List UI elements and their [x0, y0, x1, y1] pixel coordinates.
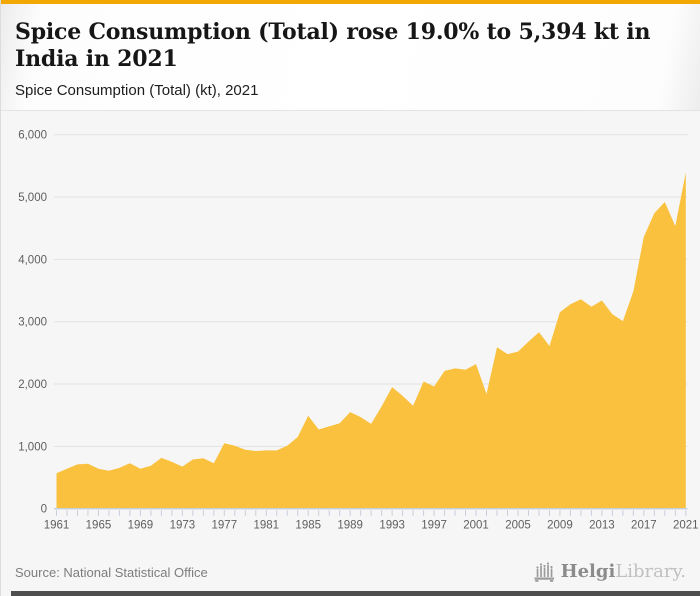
x-tick-label: 1997	[421, 519, 447, 531]
x-tick-label: 1985	[295, 519, 321, 531]
y-tick-label: 6,000	[18, 129, 47, 141]
y-tick-label: 1,000	[18, 441, 47, 453]
x-tick-label: 1965	[86, 519, 112, 531]
x-tick-label: 1981	[253, 519, 279, 531]
y-tick-label: 2,000	[18, 379, 47, 391]
x-tick-label: 2021	[673, 519, 699, 531]
y-tick-label: 3,000	[18, 316, 47, 328]
chart-subtitle: Spice Consumption (Total) (kt), 2021	[15, 81, 259, 99]
helgi-logo-text: HelgiLibrary.	[561, 563, 686, 581]
x-tick-label: 2009	[547, 519, 573, 531]
x-tick-label: 2001	[463, 519, 489, 531]
area-series	[56, 172, 686, 509]
x-tick-label: 1993	[379, 519, 405, 531]
x-tick-label: 2017	[631, 519, 657, 531]
x-tick-label: 1969	[128, 519, 154, 531]
x-tick-label: 1989	[337, 519, 363, 531]
x-tick-label: 1977	[212, 519, 238, 531]
page-title: Spice Consumption (Total) rose 19.0% to …	[15, 19, 651, 72]
x-tick-label: 2005	[505, 519, 531, 531]
chart-section: 1961 1965 1969 1973 1977 1981 1985 1989 1993 1997…	[1, 111, 700, 556]
logo-brand-bold: Helgi	[560, 561, 616, 583]
y-tick-label: 0	[41, 503, 47, 515]
helgi-logo: HelgiLibrary.	[532, 561, 686, 583]
logo-brand-light: Library.	[615, 561, 686, 583]
x-tick-label: 1973	[170, 519, 196, 531]
x-tick-label: 2013	[589, 519, 615, 531]
spice-consumption-area-chart: 1961 1965 1969 1973 1977 1981 1985 1989 1993 1997…	[18, 129, 699, 531]
footer: Source: National Statistical Office Helg…	[1, 556, 700, 589]
y-tick-label: 4,000	[18, 254, 47, 266]
chart-header: Spice Consumption (Total) rose 19.0% to …	[1, 4, 700, 111]
x-tick-label: 1961	[44, 519, 70, 531]
helgi-logo-icon	[534, 562, 554, 582]
bottom-window-strip	[11, 591, 700, 596]
top-accent-bar	[1, 0, 700, 4]
y-tick-label: 5,000	[18, 192, 47, 204]
source-text: Source: National Statistical Office	[15, 564, 208, 580]
